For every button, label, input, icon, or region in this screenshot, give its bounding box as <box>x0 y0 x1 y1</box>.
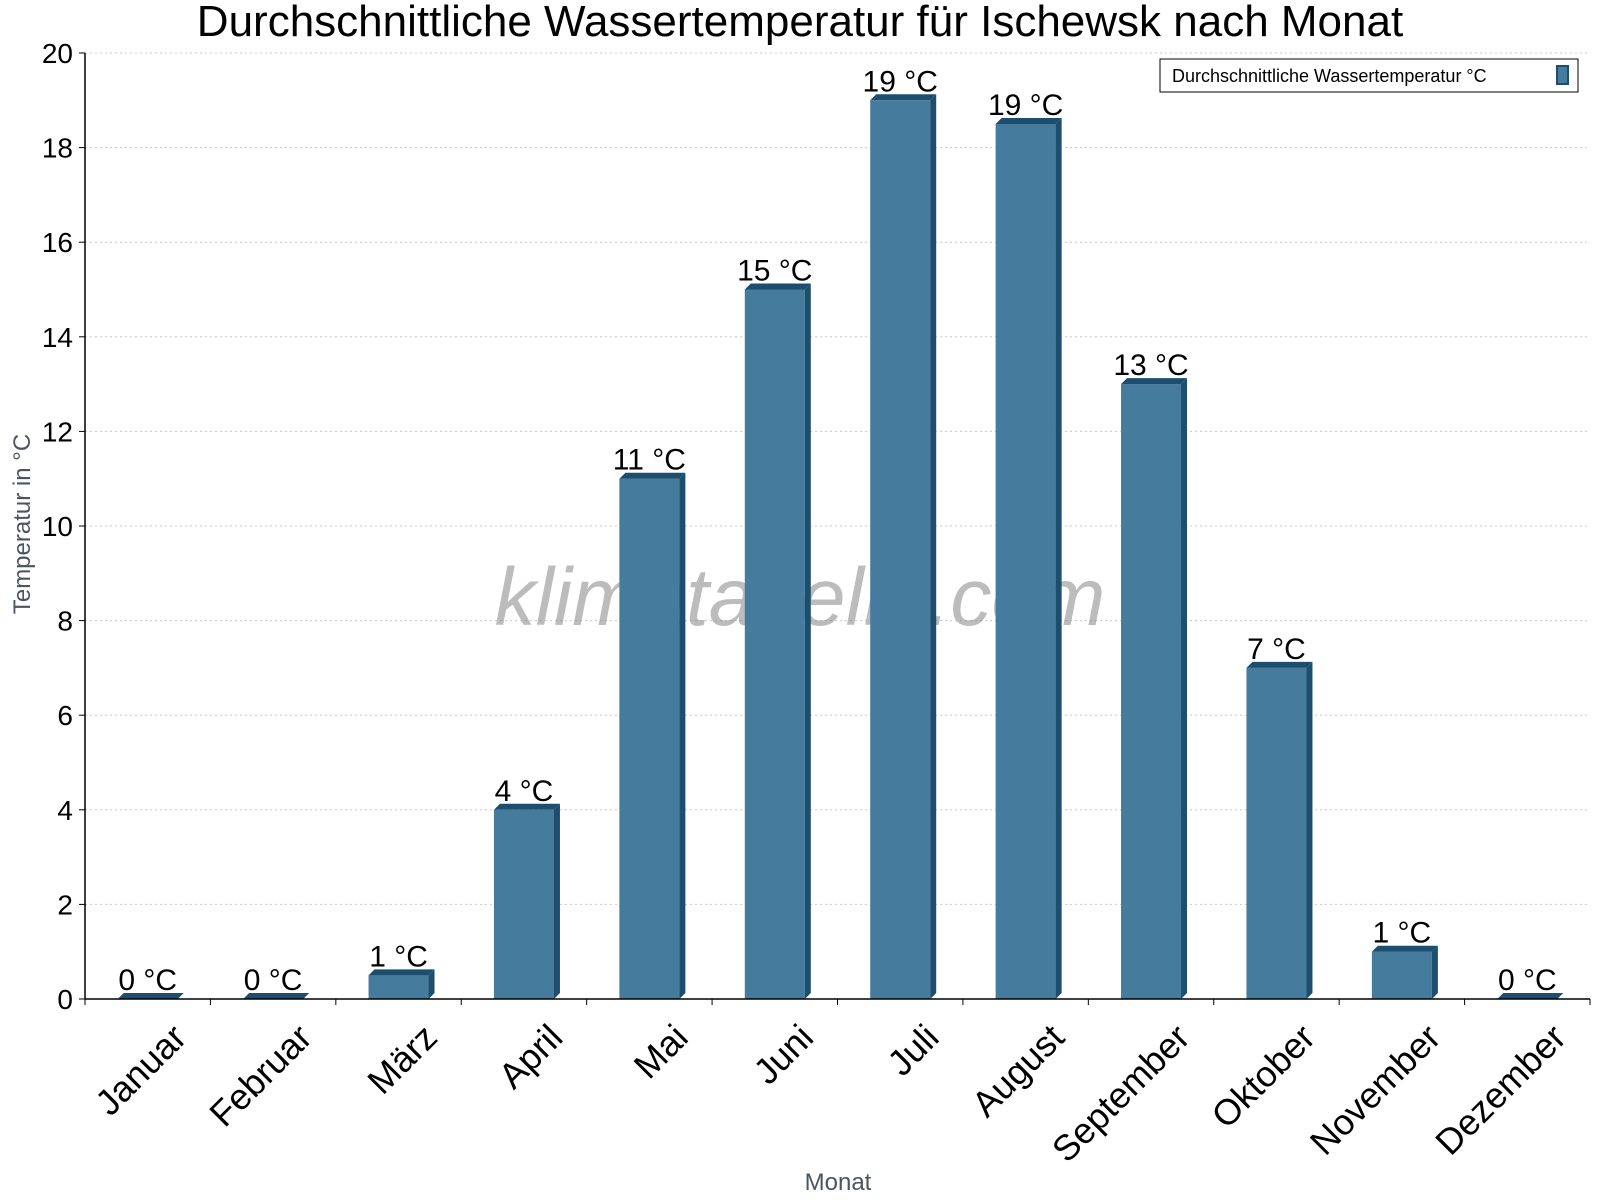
bar-6 <box>744 283 811 999</box>
bar-4 <box>493 803 560 999</box>
value-label: 1 °C <box>1373 917 1432 950</box>
bar-top <box>619 472 686 479</box>
bar-10 <box>1246 661 1313 999</box>
y-tick-labels: 0 2 4 6 8 10 12 14 16 18 20 <box>42 38 73 1015</box>
value-label: 19 °C <box>863 65 938 98</box>
legend-box <box>1159 58 1579 93</box>
bar-side <box>1181 378 1188 1000</box>
bars <box>117 94 1564 1000</box>
x-tick-label: Mai <box>626 1016 696 1086</box>
x-tick-label: Dezember <box>1427 1016 1573 1162</box>
y-tick-label: 10 <box>42 511 73 542</box>
value-label: 4 °C <box>495 775 554 808</box>
y-tick-label: 4 <box>57 795 73 826</box>
value-labels: 0 °C 0 °C 1 °C 4 °C 11 °C 15 °C 19 °C 19 °C 13 °… <box>118 65 1556 997</box>
bar-top <box>493 803 560 810</box>
axes <box>79 52 1591 1005</box>
bar-top <box>870 94 937 101</box>
value-label: 0 °C <box>244 964 303 997</box>
bar-11 <box>1371 945 1438 999</box>
y-tick-label: 6 <box>57 700 73 731</box>
value-label: 15 °C <box>737 255 812 288</box>
bar-9 <box>1121 378 1188 1000</box>
bar-front <box>744 289 805 999</box>
y-tick-label: 16 <box>42 227 73 258</box>
value-label: 7 °C <box>1247 633 1306 666</box>
value-label: 0 °C <box>118 964 177 997</box>
x-tick-label: Juni <box>745 1016 821 1092</box>
x-axis-label: Monat <box>805 1169 872 1196</box>
y-tick-label: 2 <box>57 889 73 920</box>
bar-side <box>1431 945 1438 999</box>
x-tick-label: April <box>490 1016 570 1096</box>
value-label: 1 °C <box>369 940 428 973</box>
bar-5 <box>619 472 686 999</box>
y-tick-label: 14 <box>42 322 73 353</box>
bar-top <box>1246 661 1313 668</box>
bar-front <box>1246 667 1307 999</box>
bar-front <box>1121 384 1182 1000</box>
bar-top <box>243 993 310 999</box>
grid-lines <box>85 52 1590 905</box>
x-tick-label: August <box>964 1016 1072 1124</box>
value-label: 11 °C <box>613 444 686 477</box>
legend-swatch <box>1556 65 1569 85</box>
bar-7 <box>870 94 937 1000</box>
bar-side <box>1055 117 1062 999</box>
x-tick-label: Februar <box>201 1016 319 1134</box>
y-tick-label: 18 <box>42 133 73 164</box>
bar-front <box>619 478 680 999</box>
bar-side <box>428 969 435 999</box>
bar-front <box>870 100 931 1000</box>
bar-1 <box>117 993 184 999</box>
bar-3 <box>368 969 435 999</box>
bar-top <box>1497 993 1564 999</box>
bar-front <box>368 975 429 999</box>
bar-top <box>1371 945 1438 952</box>
y-tick-label: 12 <box>42 416 73 447</box>
bar-8 <box>995 117 1062 999</box>
y-tick-label: 0 <box>57 984 73 1015</box>
x-tick-label: September <box>1044 1016 1198 1170</box>
bar-12 <box>1497 993 1564 999</box>
bar-top <box>368 969 435 976</box>
bar-side <box>930 94 937 1000</box>
bar-side <box>553 803 560 999</box>
bar-side <box>1306 661 1313 999</box>
value-label: 13 °C <box>1113 349 1188 382</box>
x-tick-label: Oktober <box>1203 1016 1323 1136</box>
x-tick-label: November <box>1302 1016 1448 1162</box>
y-tick-label: 8 <box>57 606 73 637</box>
legend-label: Durchschnittliche Wassertemperatur °C <box>1172 66 1487 86</box>
value-label: 19 °C <box>988 89 1063 122</box>
bar-2 <box>243 993 310 999</box>
bar-top <box>1121 378 1188 385</box>
x-tick-labels: Januar Februar März April Mai Juni Juli AugustS… <box>87 1016 1573 1170</box>
value-label: 0 °C <box>1498 964 1557 997</box>
bar-front <box>995 123 1056 999</box>
bar-top <box>117 993 184 999</box>
legend: Durchschnittliche Wassertemperatur °C <box>1159 58 1579 93</box>
bar-front <box>1371 951 1432 999</box>
bar-side <box>679 472 686 999</box>
bar-top <box>995 117 1062 124</box>
chart-title: Durchschnittliche Wassertemperatur für I… <box>197 0 1403 46</box>
x-tick-label: März <box>359 1016 445 1102</box>
x-tick-label: Januar <box>87 1016 194 1123</box>
y-tick-label: 20 <box>42 38 73 69</box>
bar-side <box>804 283 811 999</box>
bar-front <box>493 809 554 999</box>
x-tick-label: Juli <box>879 1016 946 1083</box>
bar-top <box>744 283 811 290</box>
y-axis-label: Temperatur in °C <box>9 434 36 614</box>
